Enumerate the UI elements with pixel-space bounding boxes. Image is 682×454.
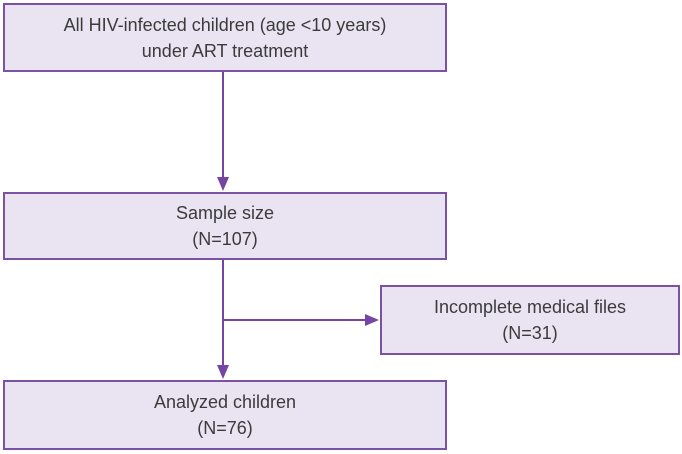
flow-box-sample-size: Sample size (N=107) bbox=[3, 192, 447, 260]
arrow-all-to-sample-head bbox=[217, 177, 229, 191]
flow-box-sample-size-count: (N=107) bbox=[192, 229, 258, 249]
flow-box-analyzed-children-line1: Analyzed children bbox=[153, 392, 297, 412]
flow-box-all-hiv-children-line2: under ART treatment bbox=[141, 40, 309, 61]
flow-box-all-hiv-children: All HIV-infected children (age <10 years… bbox=[3, 3, 447, 72]
flow-box-sample-size-line1: Sample size bbox=[175, 203, 275, 223]
flow-box-analyzed-children: Analyzed children (N=76) bbox=[3, 380, 447, 450]
flow-box-analyzed-children-count: (N=76) bbox=[197, 418, 253, 438]
arrow-sample-to-analyzed-head bbox=[217, 365, 229, 379]
flow-box-incomplete-files-count: (N=31) bbox=[502, 323, 558, 343]
arrow-sample-to-incomplete-head bbox=[365, 314, 379, 326]
flow-box-incomplete-files: Incomplete medical files (N=31) bbox=[380, 285, 680, 355]
flow-box-all-hiv-children-line1: All HIV-infected children (age <10 years… bbox=[63, 14, 387, 35]
flow-box-incomplete-files-line1: Incomplete medical files bbox=[433, 297, 627, 317]
